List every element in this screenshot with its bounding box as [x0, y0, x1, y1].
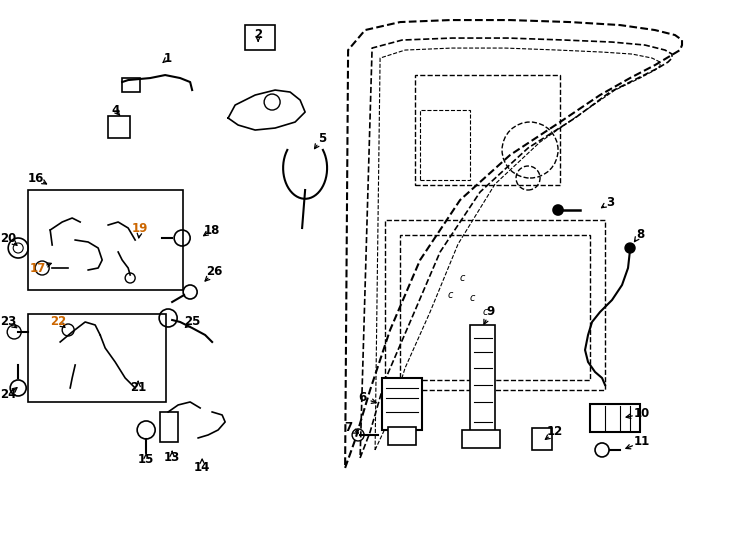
- Bar: [400, 235, 590, 380]
- Text: 10: 10: [634, 408, 650, 421]
- Text: 8: 8: [636, 227, 644, 240]
- Text: 12: 12: [547, 426, 563, 438]
- Circle shape: [625, 243, 635, 253]
- Text: c: c: [459, 273, 465, 283]
- Text: 26: 26: [206, 266, 222, 279]
- Bar: [108, 116, 130, 138]
- Bar: [388, 427, 416, 445]
- Text: 23: 23: [0, 315, 16, 328]
- Bar: [245, 25, 275, 50]
- Text: 5: 5: [318, 132, 326, 145]
- Text: 11: 11: [634, 435, 650, 448]
- Bar: [385, 220, 605, 390]
- Polygon shape: [228, 90, 305, 130]
- Bar: [415, 75, 560, 185]
- Bar: [28, 190, 184, 290]
- Text: c: c: [482, 307, 488, 317]
- Text: 19: 19: [132, 221, 148, 234]
- Text: 14: 14: [194, 462, 211, 475]
- Bar: [382, 378, 422, 430]
- Text: 9: 9: [486, 306, 494, 319]
- Text: 7: 7: [344, 421, 352, 435]
- Text: 3: 3: [606, 195, 614, 208]
- Text: 20: 20: [0, 232, 16, 245]
- Bar: [28, 314, 166, 402]
- Text: 18: 18: [204, 224, 220, 237]
- Text: 21: 21: [130, 381, 146, 394]
- Circle shape: [553, 205, 563, 215]
- Bar: [532, 428, 552, 450]
- Text: 17: 17: [30, 261, 46, 274]
- Bar: [462, 430, 500, 448]
- Text: 16: 16: [28, 172, 44, 185]
- Text: 24: 24: [0, 388, 16, 401]
- Bar: [160, 412, 178, 442]
- Circle shape: [264, 94, 280, 110]
- Text: 25: 25: [184, 315, 200, 328]
- Text: 13: 13: [164, 451, 181, 464]
- Bar: [470, 325, 495, 435]
- Text: 15: 15: [138, 454, 154, 467]
- Text: 22: 22: [50, 315, 66, 328]
- Bar: [590, 404, 640, 432]
- Text: 2: 2: [254, 28, 262, 40]
- Text: 1: 1: [164, 51, 172, 65]
- Bar: [420, 110, 470, 180]
- Bar: [122, 78, 140, 92]
- Text: c: c: [448, 290, 453, 300]
- Text: c: c: [469, 293, 475, 303]
- Text: 6: 6: [358, 392, 366, 404]
- Text: 4: 4: [111, 104, 120, 117]
